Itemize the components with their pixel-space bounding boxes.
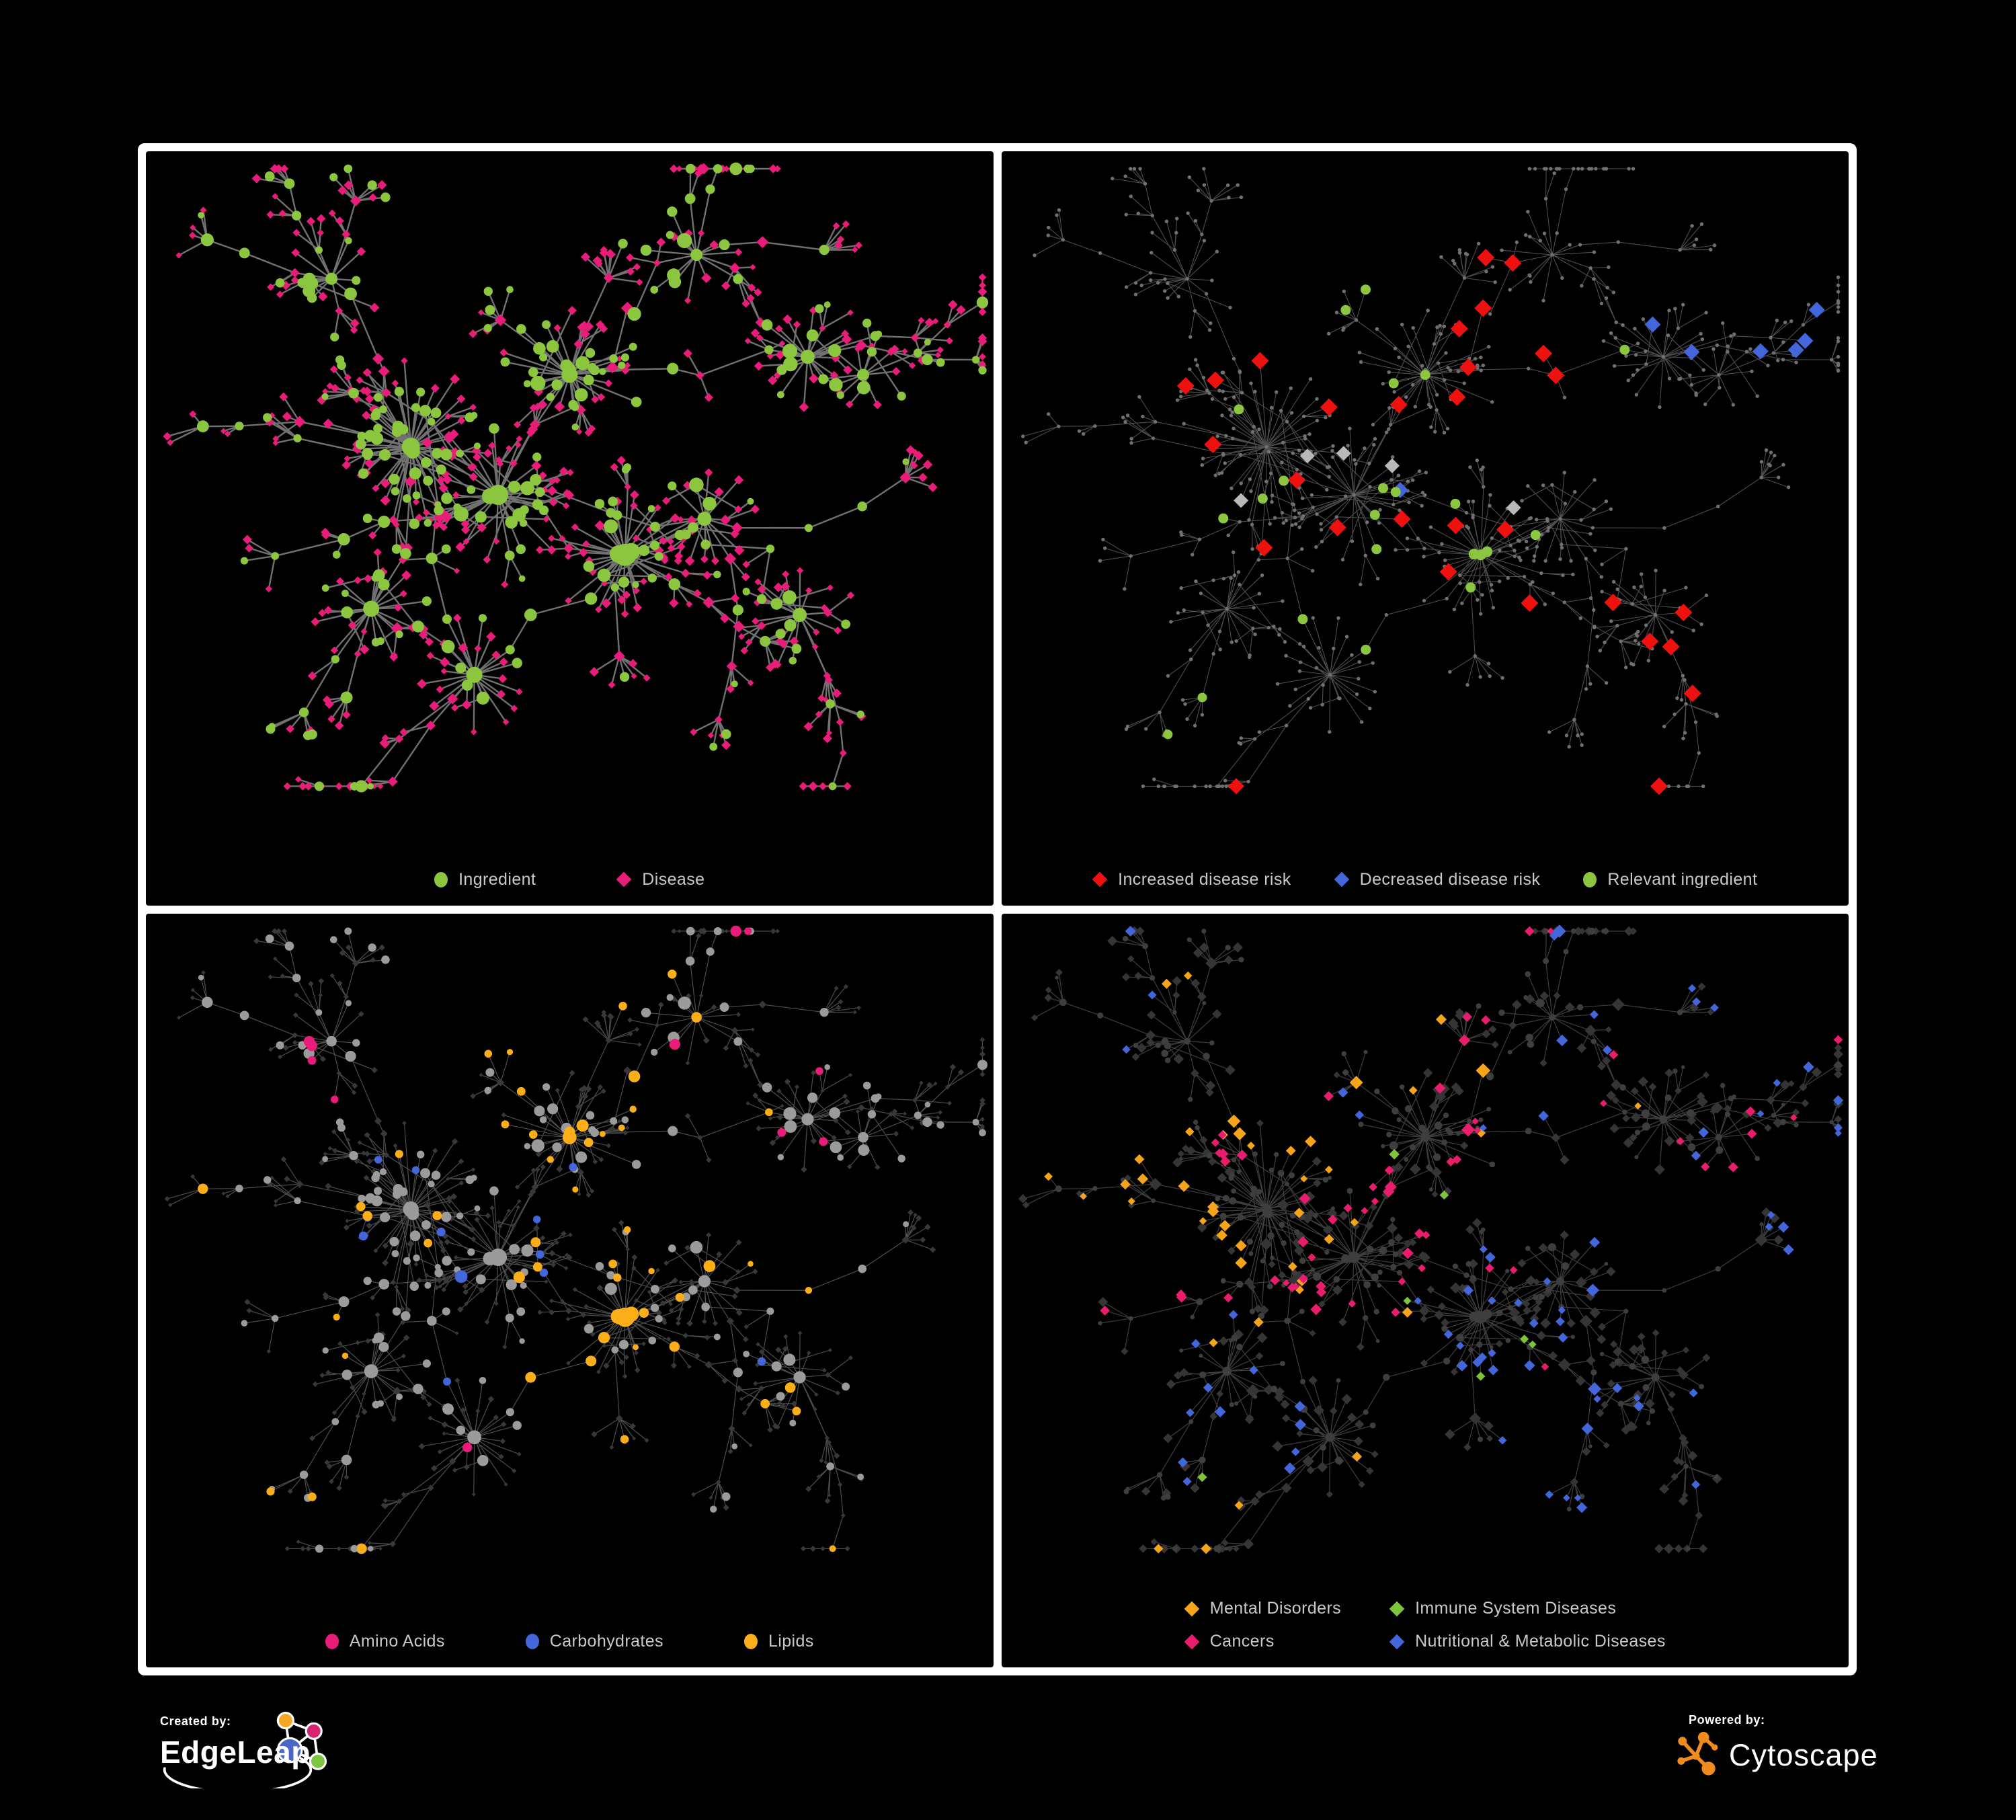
diamond-marker-icon	[1184, 1601, 1200, 1616]
legend-label: Lipids	[768, 1632, 814, 1651]
network-graph-disease-risk	[1020, 167, 1840, 795]
circle-marker-icon	[434, 871, 448, 887]
edgeleap-credit: Created by: EdgeLeap	[160, 1712, 429, 1815]
cytoscape-credit: Powered by: Cytosc	[1672, 1713, 1888, 1807]
legend-item-disease: Disease	[616, 870, 704, 889]
network-graph-ingredient-disease	[163, 162, 989, 793]
legend-label: Cancers	[1209, 1632, 1275, 1651]
legend-item-decreased-disease-risk: Decreased disease risk	[1334, 870, 1541, 889]
diamond-marker-icon	[1389, 1634, 1405, 1649]
cytoscape-wordmark: Cytoscape	[1729, 1738, 1878, 1772]
legend-item-carbohydrates: Carbohydrates	[525, 1632, 663, 1651]
created-by-label: Created by:	[160, 1714, 231, 1728]
legend-label: Carbohydrates	[549, 1632, 663, 1651]
panel-disease-classes: Mental Disorders Immune System Diseases Ca…	[1001, 913, 1849, 1667]
legend-item-ingredient: Ingredient	[434, 870, 536, 889]
legend-item-immune-system-diseases: Immune System Diseases	[1389, 1599, 1666, 1618]
legend-item-relevant-ingredient: Relevant ingredient	[1583, 870, 1757, 889]
edgeleap-logo-icon	[163, 1712, 327, 1788]
diamond-marker-icon	[1334, 871, 1349, 887]
legend-disease-risk: Increased disease risk Decreased disease …	[1002, 870, 1849, 889]
diamond-marker-icon	[1092, 871, 1108, 887]
legend-disease-classes: Mental Disorders Immune System Diseases Ca…	[1002, 1599, 1849, 1651]
legend-item-mental-disorders: Mental Disorders	[1184, 1599, 1341, 1618]
diamond-marker-icon	[1184, 1634, 1200, 1649]
diamond-marker-icon	[616, 871, 632, 887]
panel-grid: Ingredient Disease Increased disease risk…	[138, 143, 1857, 1675]
legend-item-amino-acids: Amino Acids	[325, 1632, 445, 1651]
legend-label: Amino Acids	[349, 1632, 445, 1651]
legend-item-cancers: Cancers	[1184, 1632, 1341, 1651]
legend-ingredient-classes: Amino Acids Carbohydrates Lipids	[146, 1632, 994, 1651]
legend-item-nutritional-metabolic-diseases: Nutritional & Metabolic Diseases	[1389, 1632, 1666, 1651]
legend-label: Mental Disorders	[1209, 1599, 1342, 1618]
network-graph-ingredient-classes	[164, 925, 987, 1554]
legend-label: Immune System Diseases	[1415, 1599, 1617, 1618]
panel-ingredient-disease: Ingredient Disease	[146, 151, 994, 906]
legend-label: Nutritional & Metabolic Diseases	[1415, 1632, 1666, 1651]
cytoscape-logo-icon	[1677, 1731, 1718, 1776]
legend-label: Disease	[642, 869, 705, 889]
legend-label: Ingredient	[458, 869, 536, 889]
legend-item-lipids: Lipids	[743, 1632, 814, 1651]
panel-ingredient-classes: Amino Acids Carbohydrates Lipids	[146, 913, 994, 1667]
circle-marker-icon	[325, 1634, 339, 1649]
legend-label: Relevant ingredient	[1607, 869, 1758, 889]
legend-label: Decreased disease risk	[1359, 869, 1541, 889]
legend-ingredient-disease: Ingredient Disease	[146, 870, 994, 889]
circle-marker-icon	[743, 1634, 758, 1649]
legend-label: Increased disease risk	[1118, 869, 1291, 889]
legend-item-increased-disease-risk: Increased disease risk	[1092, 870, 1291, 889]
powered-by-label: Powered by:	[1689, 1713, 1765, 1727]
panel-disease-risk: Increased disease risk Decreased disease …	[1001, 151, 1849, 906]
diamond-marker-icon	[1389, 1601, 1405, 1616]
edgeleap-wordmark: EdgeLeap	[160, 1735, 311, 1770]
circle-marker-icon	[525, 1634, 539, 1649]
circle-marker-icon	[1583, 871, 1597, 887]
network-graph-disease-classes	[1018, 924, 1843, 1554]
